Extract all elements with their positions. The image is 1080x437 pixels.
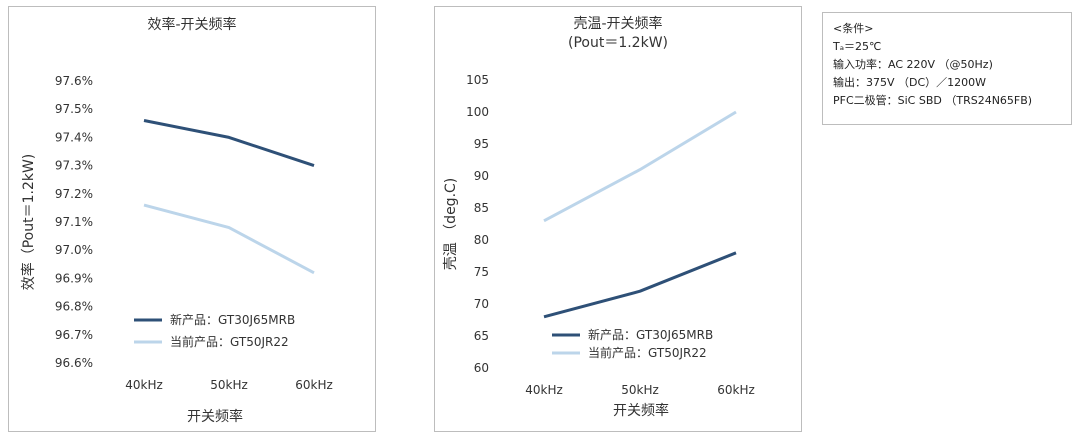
case-temperature-chart: 壳温-开关频率 (Pout＝1.2kW) 壳温 （deg.C) 开关频率 60 65 70 7… — [442, 15, 755, 419]
x-tick-label: 40kHz — [125, 378, 163, 392]
y-tick-label: 65 — [474, 329, 489, 343]
series-line — [543, 251, 737, 319]
x-axis-label: 开关频率 — [613, 402, 669, 419]
y-axis-label: 效率（Pout＝1.2kW) — [20, 154, 37, 291]
y-tick-label: 97.4% — [55, 130, 93, 144]
y-tick-label: 97.6% — [55, 74, 93, 88]
legend-label: 当前产品：GT50JR22 — [170, 334, 289, 349]
y-tick-label: 95 — [474, 137, 489, 151]
y-tick-label: 60 — [474, 361, 489, 375]
y-tick-label: 97.2% — [55, 187, 93, 201]
y-tick-label: 100 — [466, 105, 489, 119]
y-tick-label: 80 — [474, 233, 489, 247]
condition-input-power: 输入功率：AC 220V （@50Hz) — [833, 58, 993, 71]
case-temperature-chart-panel: 壳温-开关频率 (Pout＝1.2kW) 壳温 （deg.C) 开关频率 60 65 70 7… — [434, 6, 802, 432]
conditions-heading: <条件> — [833, 22, 874, 35]
y-tick-label: 97.3% — [55, 159, 93, 173]
y-tick-label: 96.9% — [55, 271, 93, 285]
efficiency-chart-panel: 效率-开关频率效率（Pout＝1.2kW) 开关频率 96.6% 96.7% 96.8%… — [8, 6, 376, 432]
condition-output: 输出：375V （DC）／1200W — [833, 76, 987, 89]
y-tick-label: 105 — [466, 73, 489, 87]
y-tick-label: 97.1% — [55, 215, 93, 229]
condition-pfc-diode: PFC二极管：SiC SBD （TRS24N65FB) — [833, 94, 1033, 107]
y-axis-label: 壳温 （deg.C) — [442, 178, 459, 271]
x-axis-label: 开关频率 — [187, 408, 243, 425]
x-tick-label: 60kHz — [717, 383, 755, 397]
y-tick-label: 97.5% — [55, 102, 93, 116]
legend-label: 当前产品：GT50JR22 — [588, 345, 707, 360]
y-tick-label: 85 — [474, 201, 489, 215]
y-tick-label: 96.8% — [55, 300, 93, 314]
legend-label: 新产品：GT30J65MRB — [588, 327, 713, 342]
y-tick-label: 96.7% — [55, 328, 93, 342]
y-tick-label: 70 — [474, 297, 489, 311]
series-line — [543, 110, 737, 223]
x-tick-label: 50kHz — [621, 383, 659, 397]
series-line — [143, 203, 315, 275]
x-tick-label: 40kHz — [525, 383, 563, 397]
chart-subtitle: (Pout＝1.2kW) — [568, 35, 668, 51]
series-line — [143, 119, 315, 168]
y-tick-label: 75 — [474, 265, 489, 279]
y-tick-label: 90 — [474, 169, 489, 183]
chart-title: 壳温-开关频率 — [573, 15, 662, 32]
condition-ambient-temp: Tₐ＝25℃ — [833, 40, 882, 53]
legend-label: 新产品：GT30J65MRB — [170, 312, 295, 327]
test-conditions-box: <条件> Tₐ＝25℃ 输入功率：AC 220V （@50Hz) 输出：375V… — [822, 12, 1072, 125]
x-tick-label: 60kHz — [295, 378, 333, 392]
y-tick-label: 96.6% — [55, 356, 93, 370]
chart-title: 效率-开关频率 — [147, 16, 236, 33]
y-tick-label: 97.0% — [55, 243, 93, 257]
x-tick-label: 50kHz — [210, 378, 248, 392]
